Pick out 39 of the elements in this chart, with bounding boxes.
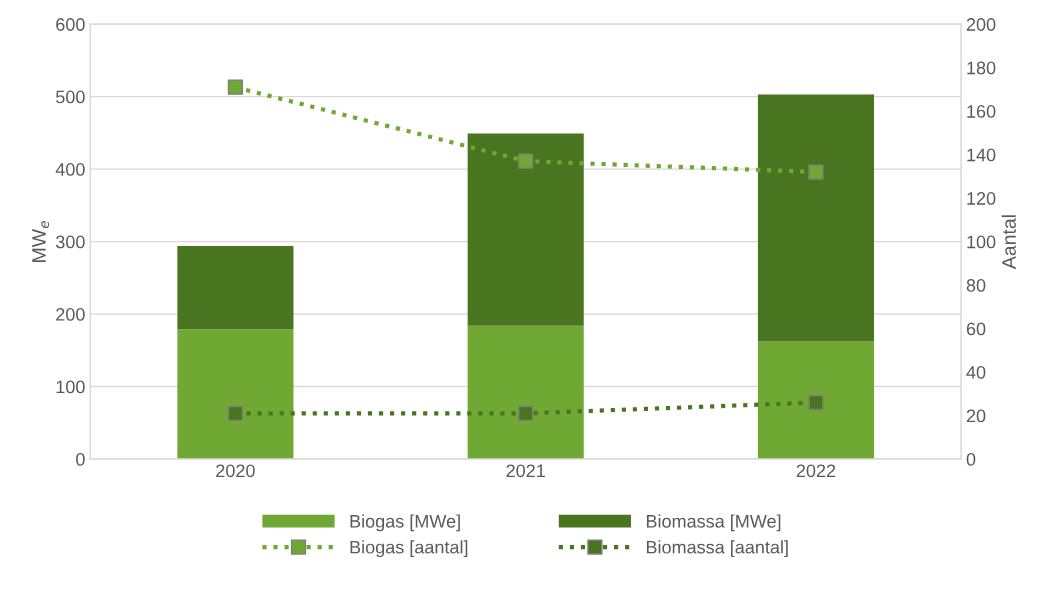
y2-tick-label: 160 — [967, 105, 996, 118]
y2-tick-label: 40 — [966, 366, 986, 379]
y-tick-label: 100 — [56, 380, 85, 394]
x-tick-label: 2021 — [506, 464, 545, 478]
y-tick-label: 500 — [56, 90, 85, 104]
bar — [177, 245, 294, 330]
bar — [177, 329, 294, 460]
y2-tick-label: 180 — [967, 61, 996, 75]
y-tick-label: 0 — [76, 452, 85, 466]
point — [808, 164, 824, 180]
x-tick-label: 2022 — [796, 464, 836, 478]
y-tick-label: 400 — [55, 163, 85, 176]
y2-tick-label: 120 — [967, 192, 996, 205]
y-axis-title: MW$_{e}$ — [32, 220, 50, 262]
y2-tick-label: 200 — [966, 18, 996, 31]
legend-label: Biogas [aantal] — [350, 540, 468, 558]
legend-label: Biomassa [aantal] — [646, 540, 788, 558]
y2-tick-label: 20 — [966, 409, 986, 423]
y-tick-label: 200 — [56, 308, 85, 321]
bar — [757, 94, 875, 342]
legend-label: Biomassa [MWe] — [646, 514, 781, 532]
y2-tick-label: 0 — [966, 452, 976, 466]
y2-tick-label: 140 — [967, 148, 996, 162]
y2-tick-label: 80 — [966, 279, 986, 292]
bar — [757, 341, 875, 460]
y-tick-label: 600 — [56, 18, 85, 31]
point — [227, 405, 244, 422]
y2-axis-title: Aantal — [1001, 215, 1016, 270]
bar — [467, 133, 584, 326]
point — [227, 79, 244, 95]
point — [518, 405, 534, 422]
point — [808, 394, 824, 411]
y2-tick-label: 100 — [967, 235, 996, 249]
point — [518, 153, 534, 169]
y2-tick-label: 60 — [966, 322, 986, 336]
bar — [467, 325, 584, 460]
x-tick-label: 2020 — [216, 464, 255, 478]
legend-label: Biogas [MWe] — [350, 514, 460, 532]
y-tick-label: 300 — [55, 235, 85, 249]
